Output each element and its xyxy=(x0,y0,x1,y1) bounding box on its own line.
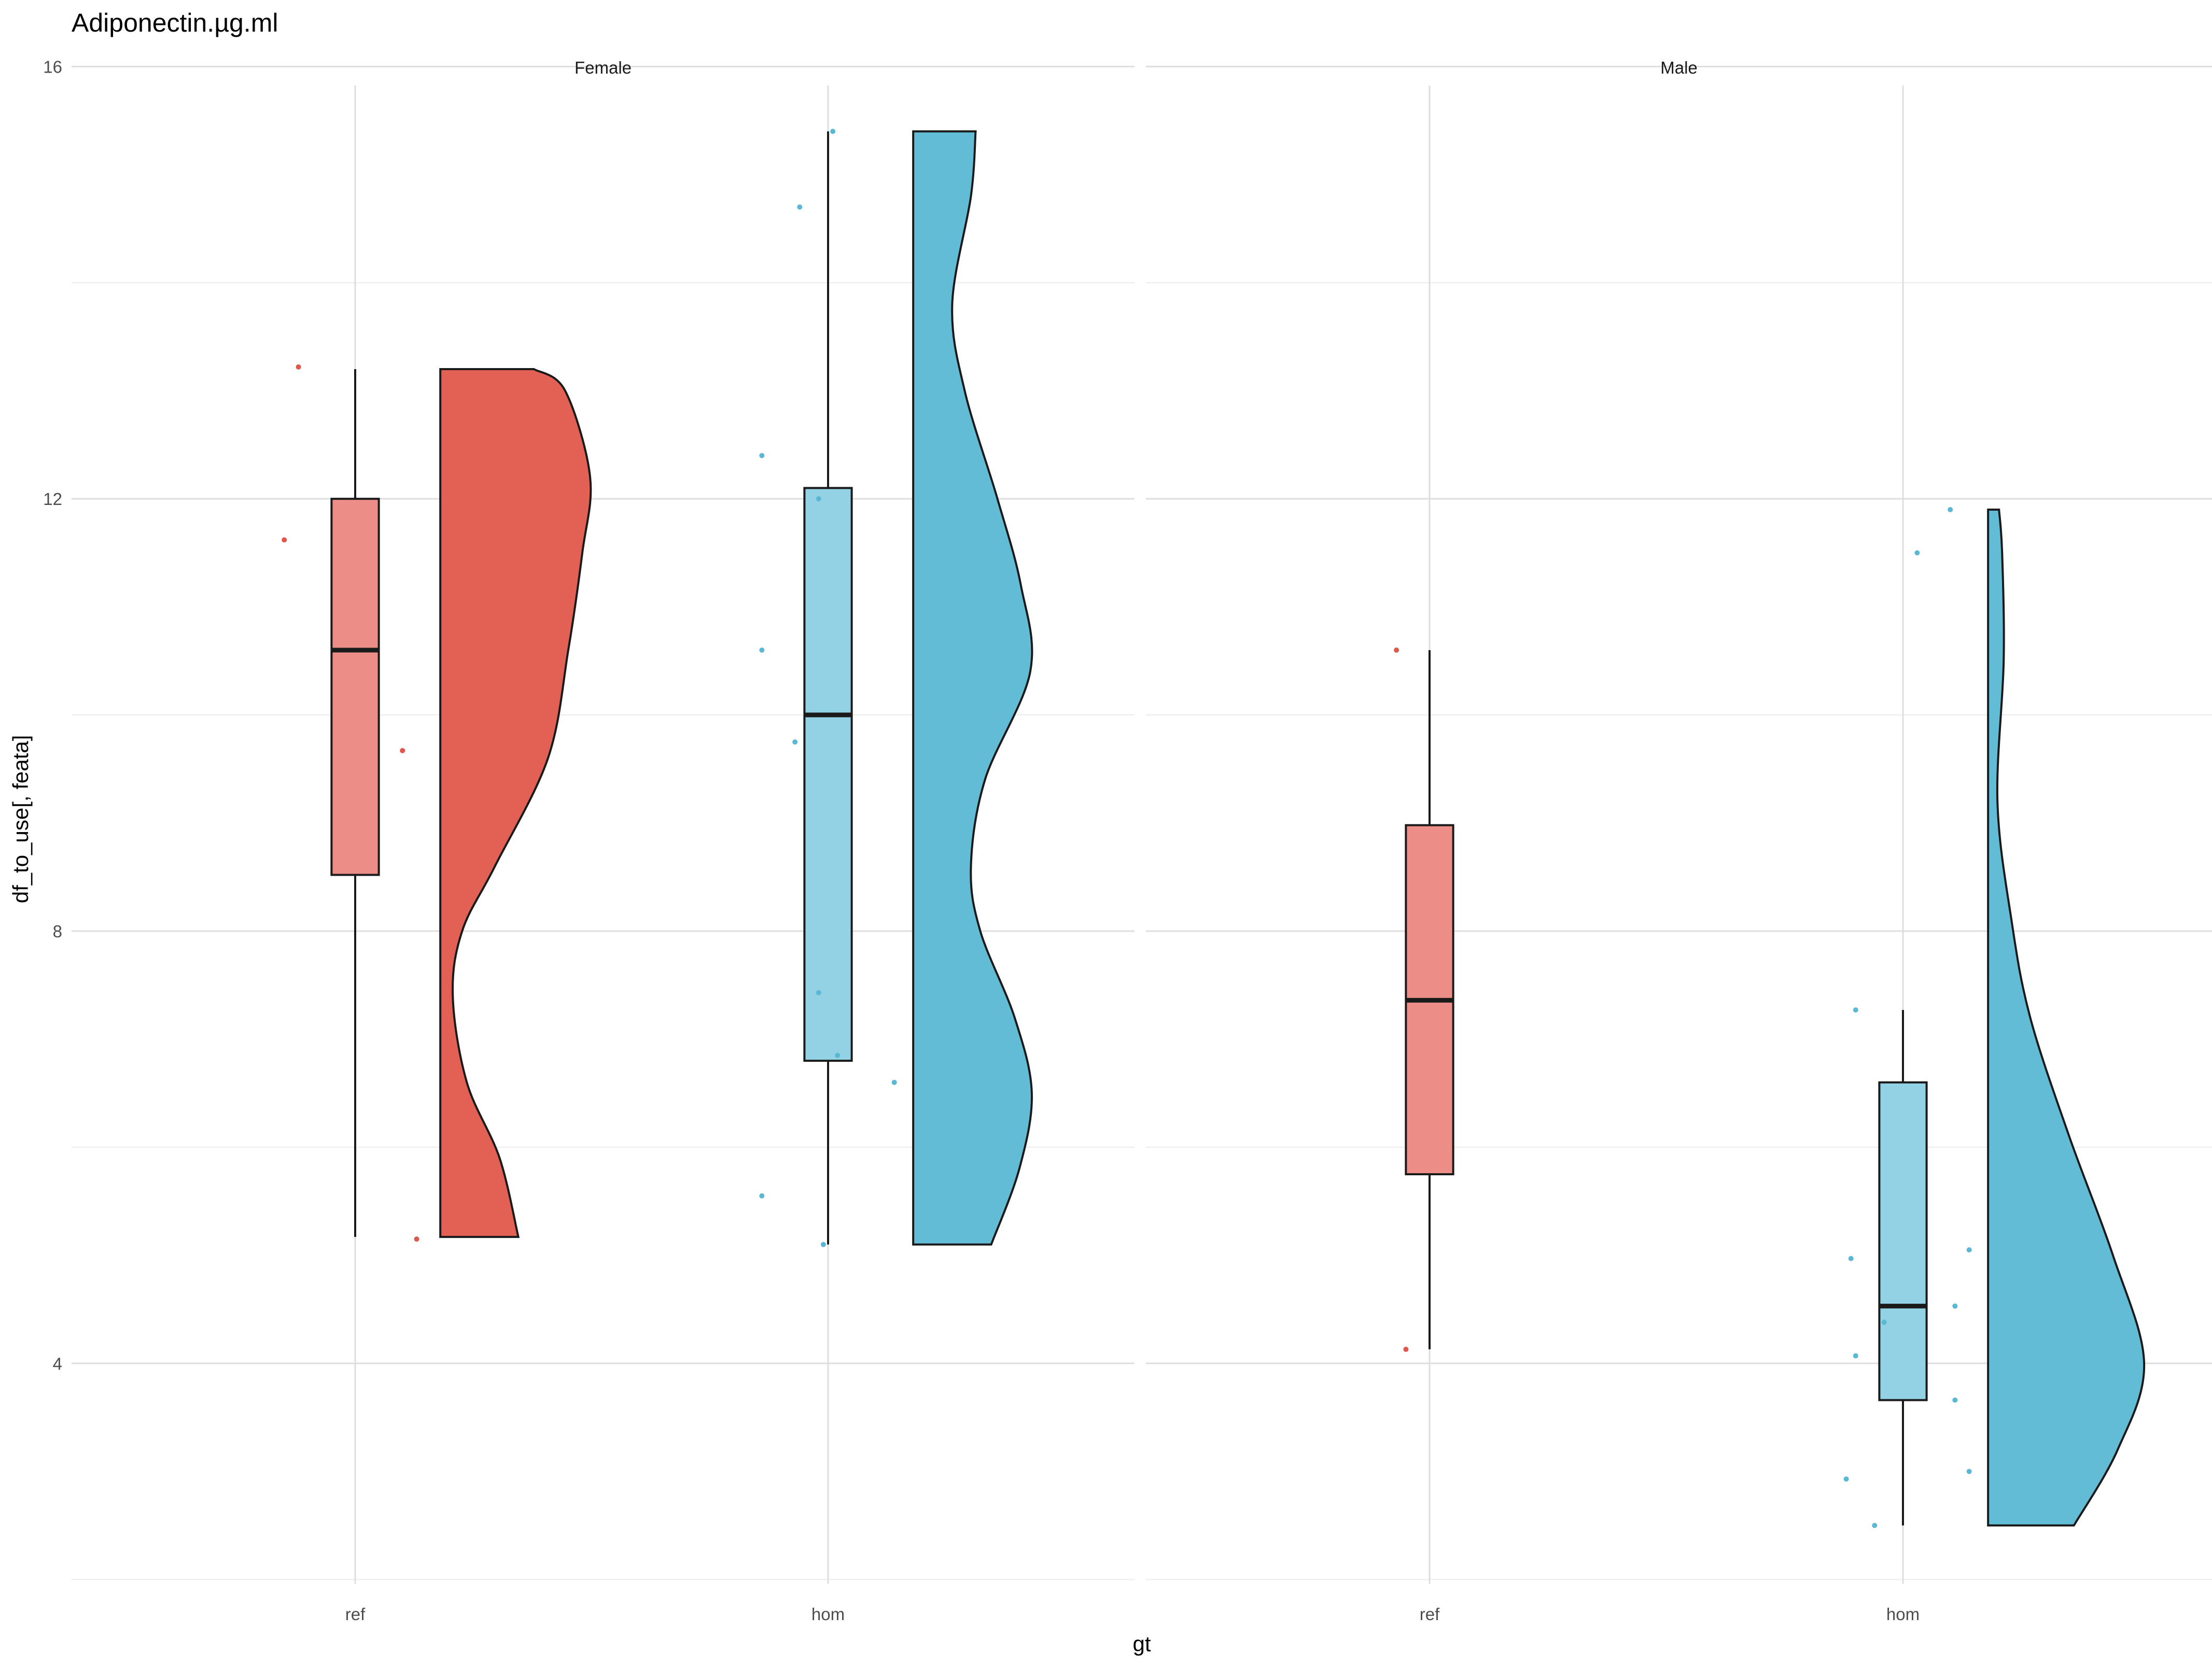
panel-male: Male ref hom xyxy=(1146,58,2212,1624)
density-cloud-ref xyxy=(439,368,592,1238)
box-hom xyxy=(1878,1081,1928,1401)
data-point-hom xyxy=(1881,1319,1887,1325)
data-point-hom xyxy=(759,1193,765,1199)
data-point-ref xyxy=(296,364,301,370)
box-hom xyxy=(803,487,853,1062)
y-tick-label: 12 xyxy=(43,489,62,509)
x-tick-label: ref xyxy=(345,1605,366,1624)
data-point-hom xyxy=(1948,507,1953,512)
data-point-hom xyxy=(759,453,765,458)
y-axis-title: df_to_use[, feata] xyxy=(8,735,33,904)
data-point-hom xyxy=(1843,1476,1849,1482)
panels-layer: Female 4 8 12 16 ref hom Male ref hom xyxy=(43,57,2212,1624)
data-point-hom xyxy=(835,1052,841,1058)
data-point-ref xyxy=(1403,1346,1409,1352)
data-point-hom xyxy=(792,739,798,745)
data-point-hom xyxy=(816,990,821,995)
data-point-ref xyxy=(400,748,405,753)
y-tick-label: 4 xyxy=(53,1354,62,1373)
data-point-hom xyxy=(1952,1397,1958,1403)
density-cloud-hom xyxy=(1987,508,2146,1527)
data-point-hom xyxy=(1853,1007,1858,1013)
x-tick-label: ref xyxy=(1420,1605,1440,1624)
panel-female: Female 4 8 12 16 ref hom xyxy=(43,57,1135,1624)
data-point-hom xyxy=(820,1242,826,1247)
data-point-hom xyxy=(1872,1523,1878,1528)
data-point-hom xyxy=(1848,1256,1854,1261)
data-point-hom xyxy=(1966,1469,1972,1474)
facet-label: Female xyxy=(575,58,632,77)
y-tick-label: 8 xyxy=(53,922,62,941)
data-point-hom xyxy=(1853,1353,1858,1359)
data-point-ref xyxy=(414,1236,419,1242)
density-cloud-hom xyxy=(912,130,1033,1246)
data-point-hom xyxy=(1952,1303,1958,1309)
x-axis-title: gt xyxy=(1132,1632,1151,1656)
box-ref xyxy=(330,498,380,876)
x-tick-label: hom xyxy=(811,1605,845,1624)
data-point-hom xyxy=(1914,550,1920,556)
data-point-hom xyxy=(1966,1247,1972,1253)
data-point-hom xyxy=(816,496,821,502)
data-point-ref xyxy=(282,537,287,543)
data-point-hom xyxy=(759,647,765,653)
facet-label: Male xyxy=(1660,58,1698,77)
x-tick-label: hom xyxy=(1886,1605,1920,1624)
data-point-hom xyxy=(797,204,803,210)
data-point-hom xyxy=(891,1079,897,1085)
chart-title: Adiponectin.µg.ml xyxy=(72,8,278,37)
y-tick-label: 16 xyxy=(43,57,62,76)
data-point-hom xyxy=(830,129,836,134)
data-point-ref xyxy=(1394,647,1399,653)
